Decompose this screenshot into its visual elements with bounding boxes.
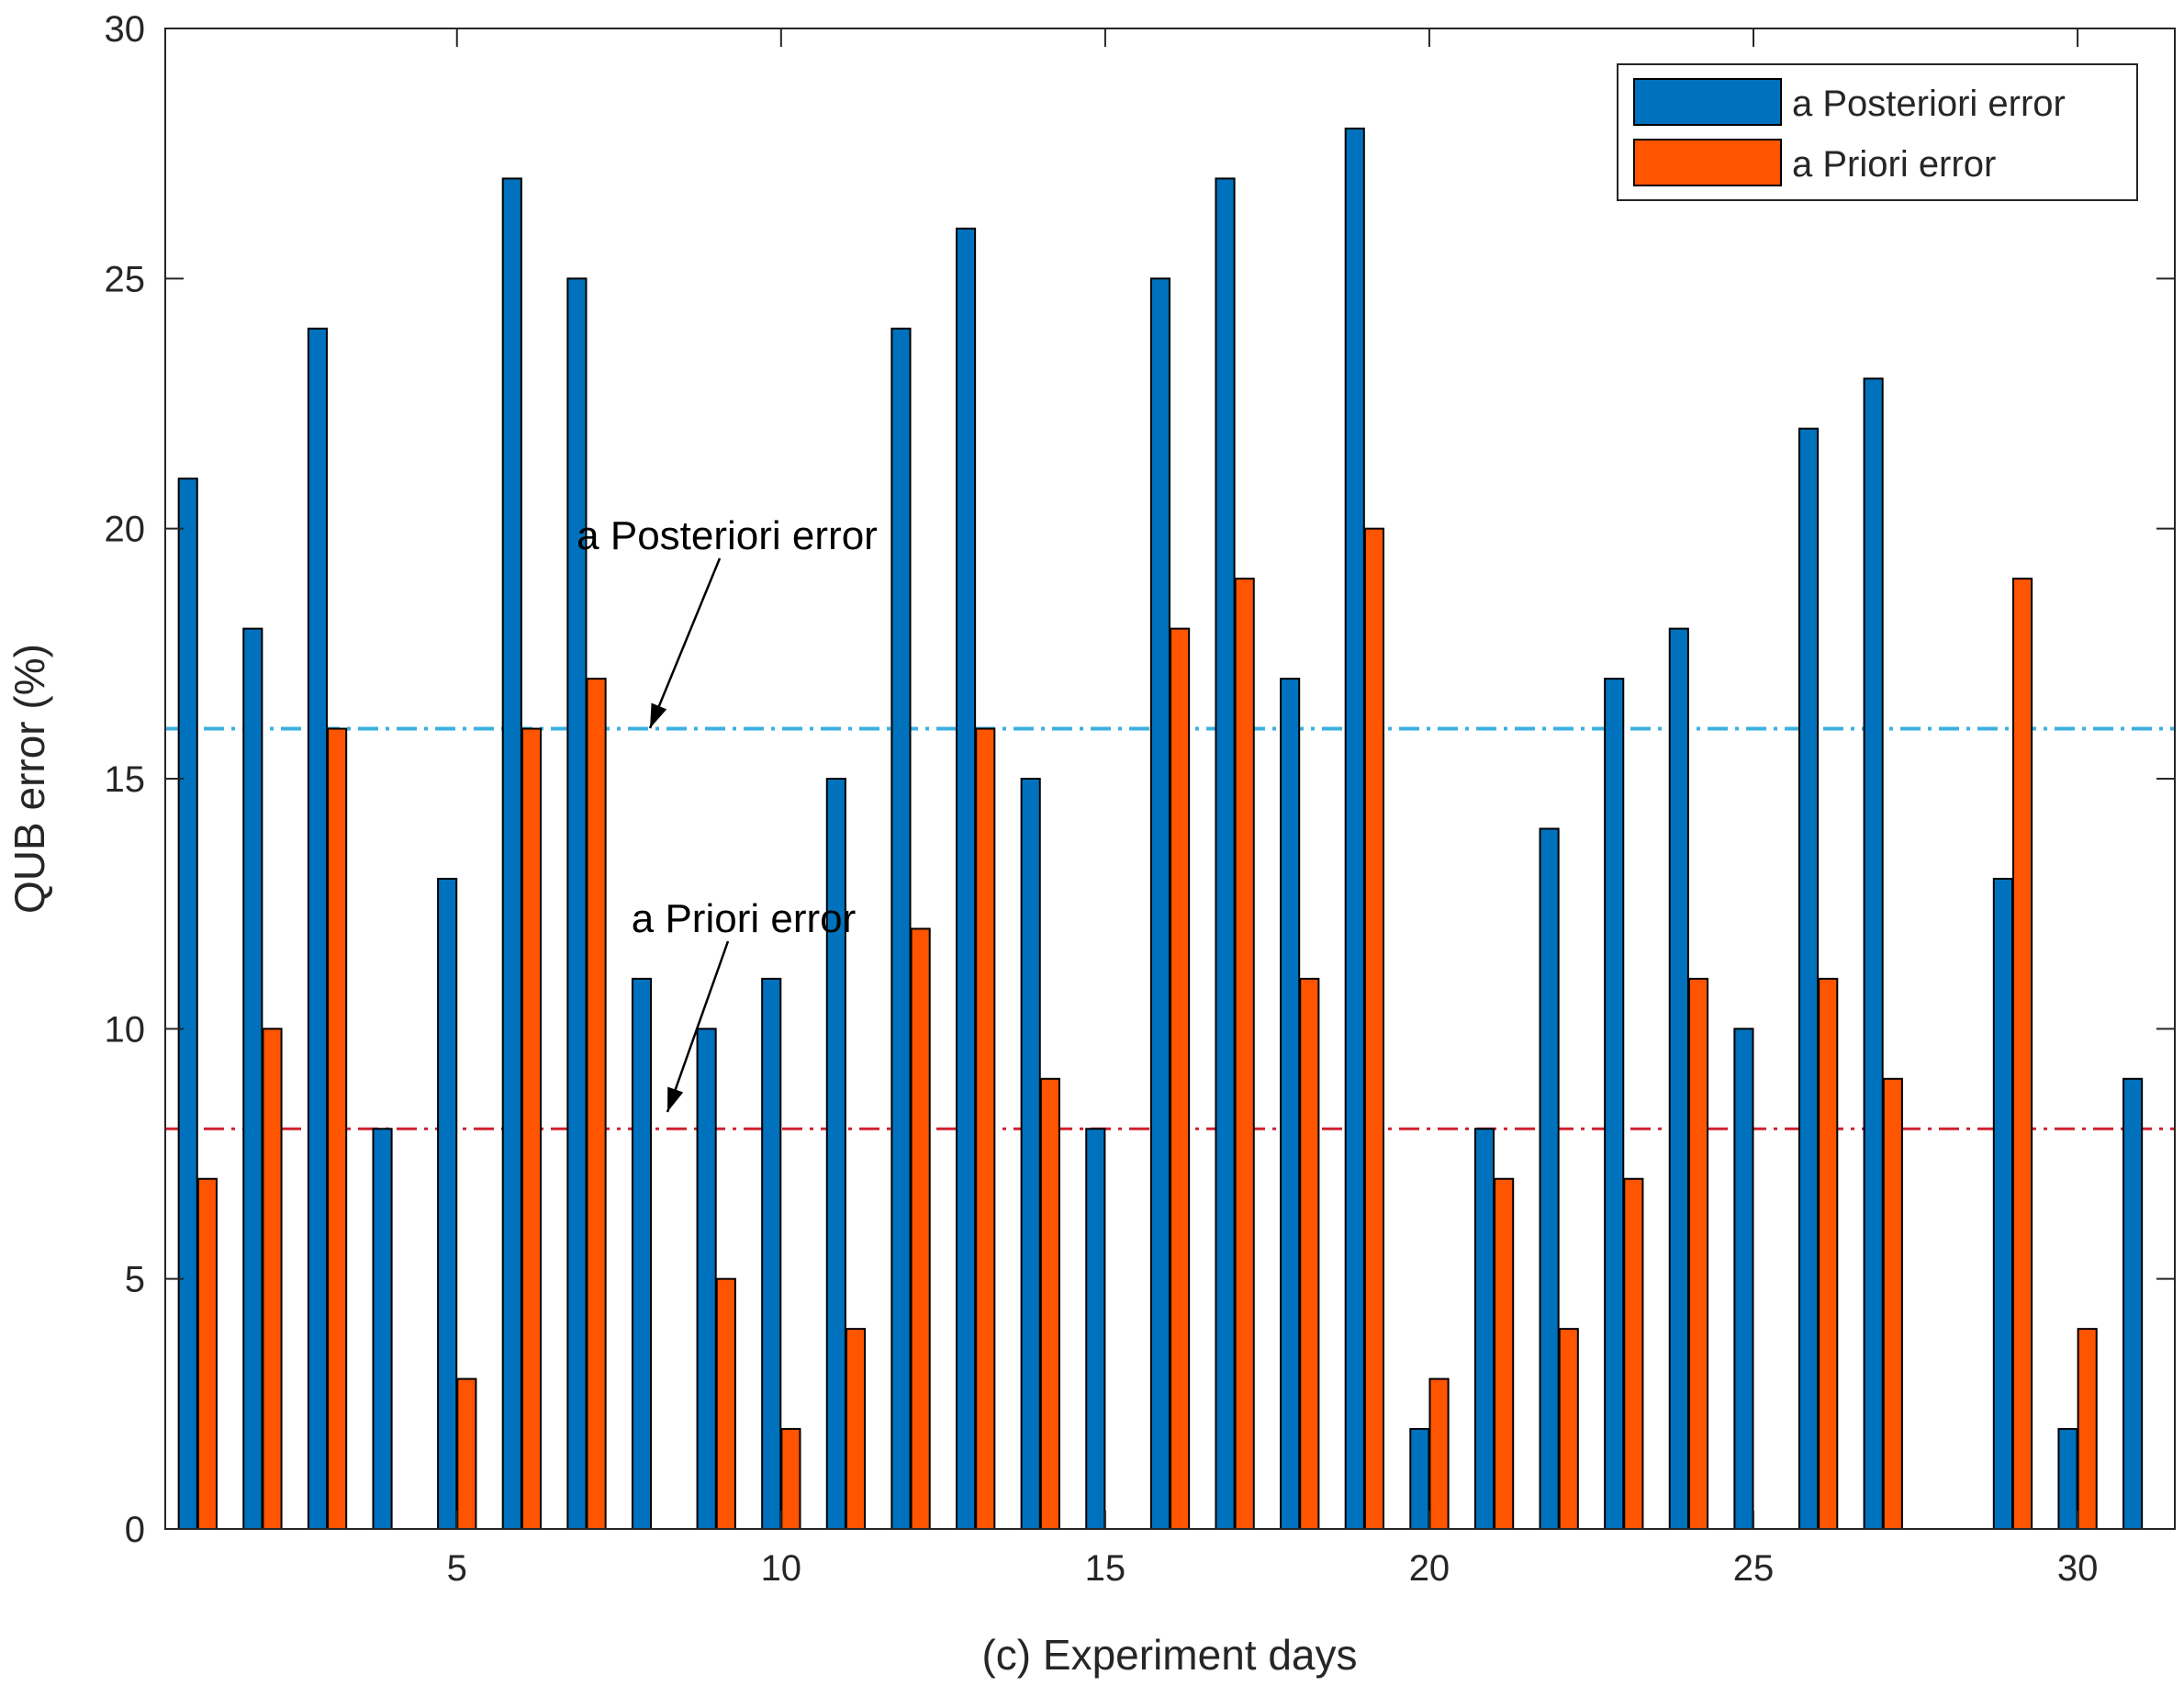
x-tick-label: 5 xyxy=(447,1548,467,1589)
bar-posteriori-day-14 xyxy=(1020,778,1041,1530)
bar-posteriori-day-25 xyxy=(1733,1028,1754,1531)
bar-priori-day-12 xyxy=(910,927,931,1530)
bar-priori-day-6 xyxy=(521,727,543,1530)
bar-priori-day-24 xyxy=(1687,977,1709,1531)
bar-posteriori-day-1 xyxy=(177,478,198,1531)
y-axis-title: QUB error (%) xyxy=(6,644,53,914)
x-axis-title: (c) Experiment days xyxy=(981,1631,1357,1679)
annotation-label: a Posteriori error xyxy=(577,513,878,558)
bar-posteriori-day-4 xyxy=(372,1128,393,1531)
bar-priori-day-22 xyxy=(1558,1328,1579,1530)
bar-priori-day-30 xyxy=(2077,1328,2098,1530)
bar-priori-day-7 xyxy=(586,678,607,1530)
bar-posteriori-day-13 xyxy=(956,227,977,1530)
bar-posteriori-day-31 xyxy=(2122,1077,2144,1531)
x-tick-label: 30 xyxy=(2057,1548,2099,1589)
bar-priori-day-16 xyxy=(1170,627,1191,1530)
x-tick-label: 20 xyxy=(1409,1548,1450,1589)
bar-priori-day-3 xyxy=(327,727,348,1530)
y-tick-label: 5 xyxy=(125,1260,145,1300)
legend: a Posteriori error a Priori error xyxy=(1617,63,2138,201)
annotations: a Posteriori error a Priori error xyxy=(577,513,878,1113)
annotation-arrow-line xyxy=(648,557,722,729)
bar-priori-day-18 xyxy=(1299,977,1320,1531)
annotation-arrow-head xyxy=(650,702,667,728)
y-tick-label: 10 xyxy=(105,1009,146,1050)
legend-label-priori: a Priori error xyxy=(1792,144,1996,185)
bars xyxy=(177,127,2144,1531)
bar-posteriori-day-7 xyxy=(566,277,588,1530)
ticks: 0 5 10 15 20 25 30 5 10 15 20 25 30 xyxy=(105,9,2175,1589)
bar-priori-day-10 xyxy=(780,1428,801,1530)
bar-posteriori-day-2 xyxy=(242,627,263,1530)
legend-swatch-posteriori xyxy=(1633,78,1782,126)
bar-posteriori-day-6 xyxy=(501,177,522,1530)
bar-posteriori-day-8 xyxy=(631,977,653,1531)
bar-priori-day-5 xyxy=(456,1377,477,1530)
legend-label-posteriori: a Posteriori error xyxy=(1792,84,2066,124)
bar-priori-day-13 xyxy=(975,727,996,1530)
annotation-arrow-head xyxy=(667,1086,684,1112)
x-tick-label: 15 xyxy=(1085,1548,1126,1589)
bar-posteriori-day-21 xyxy=(1473,1128,1495,1531)
x-tick-label: 25 xyxy=(1733,1548,1775,1589)
bar-posteriori-day-23 xyxy=(1604,678,1625,1530)
bar-posteriori-day-12 xyxy=(890,327,912,1530)
bar-priori-day-11 xyxy=(845,1328,867,1530)
bar-priori-day-27 xyxy=(1882,1077,1903,1531)
bar-posteriori-day-15 xyxy=(1085,1128,1106,1531)
y-tick-label: 30 xyxy=(105,9,146,50)
bar-posteriori-day-10 xyxy=(761,977,782,1531)
bar-priori-day-2 xyxy=(262,1028,283,1531)
bar-posteriori-day-3 xyxy=(307,327,329,1530)
bar-priori-day-23 xyxy=(1623,1177,1644,1530)
bar-posteriori-day-24 xyxy=(1668,627,1689,1530)
bar-posteriori-day-16 xyxy=(1149,277,1170,1530)
annotation-label: a Priori error xyxy=(632,896,857,941)
y-tick-label: 15 xyxy=(105,759,146,800)
y-tick-label: 25 xyxy=(105,259,146,299)
bar-priori-day-9 xyxy=(715,1277,736,1530)
bar-posteriori-day-30 xyxy=(2057,1428,2078,1530)
legend-swatch-priori xyxy=(1633,139,1782,186)
bar-priori-day-1 xyxy=(196,1177,218,1530)
bar-posteriori-day-19 xyxy=(1344,127,1365,1530)
bar-posteriori-day-27 xyxy=(1863,377,1884,1530)
y-tick-label: 20 xyxy=(105,510,146,550)
bar-priori-day-20 xyxy=(1428,1377,1450,1530)
bar-posteriori-day-11 xyxy=(825,778,846,1530)
y-tick-label: 0 xyxy=(125,1510,145,1550)
bar-posteriori-day-9 xyxy=(696,1028,717,1531)
bar-priori-day-14 xyxy=(1039,1077,1060,1531)
annotation-arrow-line xyxy=(666,940,730,1113)
x-tick-label: 10 xyxy=(761,1548,802,1589)
bar-posteriori-day-5 xyxy=(437,877,458,1530)
bar-posteriori-day-29 xyxy=(1992,877,2013,1530)
bar-posteriori-day-26 xyxy=(1798,427,1820,1531)
bar-priori-day-26 xyxy=(1818,977,1839,1531)
bar-posteriori-day-22 xyxy=(1539,827,1560,1530)
bar-priori-day-21 xyxy=(1494,1177,1515,1530)
bar-posteriori-day-18 xyxy=(1280,678,1301,1530)
bar-posteriori-day-17 xyxy=(1215,177,1236,1530)
bar-priori-day-17 xyxy=(1234,578,1255,1531)
bar-priori-day-19 xyxy=(1363,527,1384,1531)
bar-priori-day-29 xyxy=(2011,578,2033,1531)
bar-posteriori-day-20 xyxy=(1409,1428,1430,1530)
